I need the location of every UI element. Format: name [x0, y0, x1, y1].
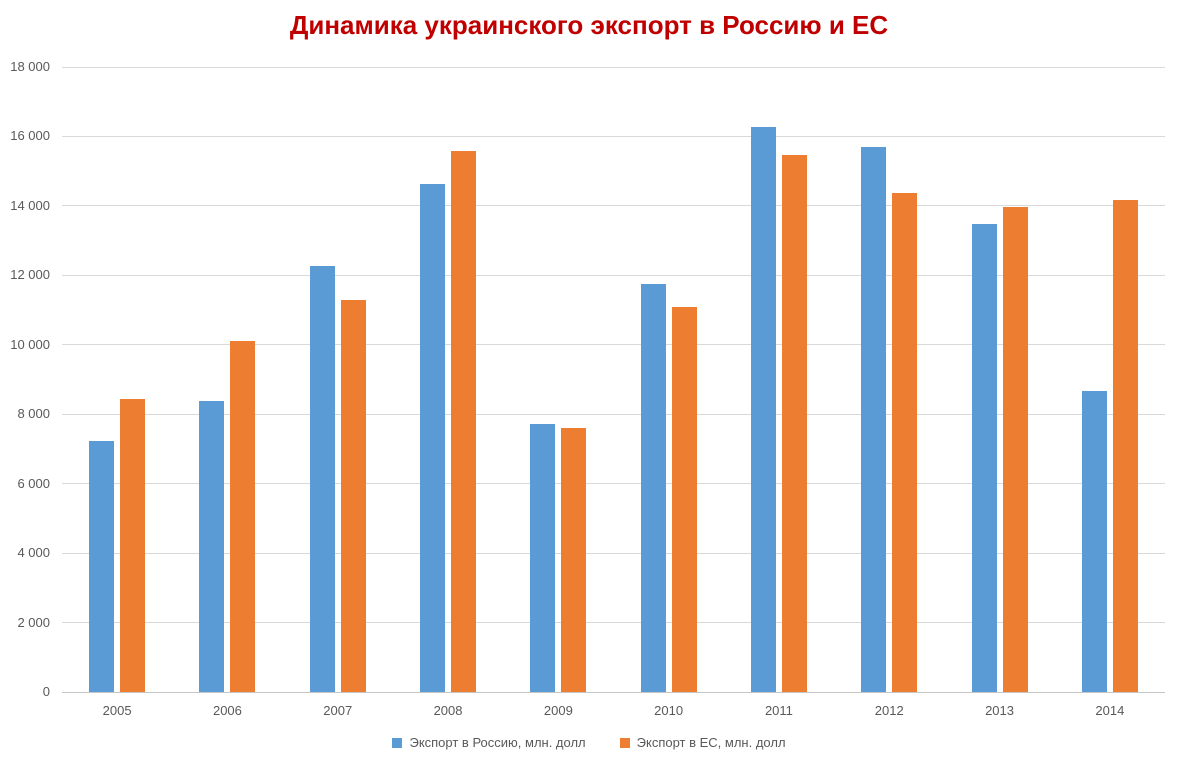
bar-2011-series-0	[750, 127, 776, 692]
bar-2014-series-1	[1112, 200, 1138, 692]
chart-title: Динамика украинского экспорт в Россию и …	[289, 10, 889, 40]
legend-label-eu: Экспорт в ЕС, млн. долл	[636, 735, 786, 750]
bar-2013-series-1	[1002, 207, 1028, 692]
legend-swatch-russia-icon	[392, 737, 403, 748]
x-axis-tick-label: 2009	[543, 703, 573, 718]
y-axis-tick-label: 4 000	[17, 545, 50, 561]
x-axis-tick-label: 2008	[433, 703, 463, 718]
x-axis-tick-label: 2005	[102, 703, 132, 718]
bar-2007-series-1	[340, 299, 366, 692]
bar-2012-series-1	[892, 192, 918, 692]
y-axis-tick-label: 0	[42, 684, 50, 699]
gridline	[62, 552, 1165, 554]
legend-label-russia: Экспорт в Россию, млн. долл	[409, 735, 586, 750]
y-axis-tick-label: 14 000	[10, 197, 50, 213]
gridline	[62, 135, 1165, 137]
bar-2009-series-1	[561, 428, 587, 692]
y-axis-tick-label: 12 000	[10, 267, 50, 283]
bar-2013-series-0	[971, 223, 997, 692]
x-axis-tick-label: 2007	[323, 703, 353, 718]
bar-2011-series-1	[781, 155, 807, 692]
x-axis-tick-label: 2010	[654, 703, 684, 718]
bar-2005-series-1	[120, 398, 146, 692]
y-axis-tick-label: 16 000	[10, 128, 50, 144]
bar-2010-series-1	[671, 306, 697, 692]
y-axis-tick-label: 8 000	[17, 406, 50, 422]
gridline	[62, 483, 1165, 485]
bar-2014-series-0	[1081, 390, 1107, 692]
legend: Экспорт в Россию, млн. долл Экспорт в ЕС…	[0, 735, 1178, 750]
bar-2008-series-0	[420, 183, 446, 692]
legend-swatch-eu-icon	[619, 737, 630, 748]
y-axis-tick-label: 10 000	[10, 336, 50, 352]
x-axis-tick-label: 2014	[1095, 703, 1125, 718]
y-axis-tick-label: 6 000	[17, 475, 50, 491]
x-axis-tick-label: 2011	[764, 703, 793, 718]
gridline	[62, 205, 1165, 207]
gridline	[62, 66, 1165, 68]
legend-item-russia: Экспорт в Россию, млн. долл	[392, 735, 586, 750]
bar-2006-series-1	[230, 340, 256, 692]
x-axis-tick-label: 2006	[212, 703, 242, 718]
x-axis-tick-label: 2012	[874, 703, 904, 718]
bar-2007-series-0	[309, 265, 335, 692]
bar-2009-series-0	[530, 423, 556, 692]
y-axis-tick-label: 2 000	[17, 614, 50, 630]
bar-2005-series-0	[89, 440, 115, 692]
bar-2010-series-0	[640, 283, 666, 692]
bar-2012-series-0	[861, 146, 887, 692]
gridline	[62, 344, 1165, 346]
y-axis-tick-label: 18 000	[10, 59, 50, 74]
x-axis-tick-label: 2013	[985, 703, 1014, 718]
gridline	[62, 274, 1165, 276]
bar-2008-series-1	[451, 150, 477, 692]
gridline	[62, 413, 1165, 415]
x-axis-line	[62, 692, 1165, 693]
legend-item-eu: Экспорт в ЕС, млн. долл	[619, 735, 786, 750]
gridline	[62, 622, 1165, 624]
bar-2006-series-0	[199, 400, 225, 692]
